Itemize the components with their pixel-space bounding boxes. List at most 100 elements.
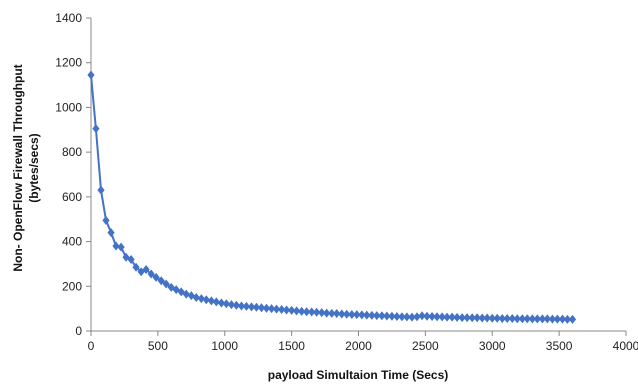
data-point-marker	[358, 310, 366, 320]
data-point-marker	[272, 304, 281, 314]
y-tick-label: 0	[75, 324, 82, 338]
data-point-marker	[303, 307, 311, 317]
data-point-marker	[353, 310, 361, 320]
data-point-marker	[418, 311, 426, 321]
data-point-marker	[428, 311, 436, 321]
data-point-marker	[202, 295, 210, 305]
data-point-marker	[448, 312, 456, 322]
data-point-marker	[292, 306, 301, 316]
y-tick-label: 800	[62, 145, 82, 159]
data-point-marker	[558, 314, 567, 324]
data-point-marker	[563, 314, 572, 324]
data-point-marker	[257, 303, 266, 313]
data-point-marker	[217, 298, 226, 308]
data-point-marker	[288, 305, 296, 315]
data-point-marker	[117, 242, 125, 252]
data-point-marker	[222, 299, 230, 309]
data-point-marker	[493, 313, 501, 323]
data-point-marker	[328, 308, 336, 318]
data-point-marker	[523, 314, 531, 324]
data-point-marker	[548, 314, 557, 324]
data-point-marker	[132, 262, 140, 272]
data-point-marker	[488, 313, 496, 323]
data-point-marker	[543, 314, 551, 324]
y-tick-label: 400	[62, 235, 82, 249]
x-tick-label: 2000	[345, 339, 372, 353]
data-point-marker	[227, 300, 236, 310]
x-tick-label: 1000	[211, 339, 238, 353]
data-point-marker	[433, 312, 441, 322]
y-tick-label: 200	[62, 279, 82, 293]
data-point-marker	[157, 276, 165, 286]
data-point-marker	[192, 292, 200, 302]
data-point-marker	[338, 309, 346, 319]
data-point-marker	[458, 313, 466, 323]
data-point-marker	[538, 314, 547, 324]
data-point-marker	[498, 313, 506, 323]
x-axis-title: payload Simultaion Time (Secs)	[268, 368, 449, 382]
x-tick-label: 4000	[613, 339, 638, 353]
data-point-marker	[262, 303, 271, 313]
data-point-marker	[403, 312, 411, 322]
data-point-marker	[423, 311, 431, 321]
data-point-marker	[413, 312, 421, 322]
data-point-marker	[518, 314, 526, 324]
x-tick-label: 3000	[479, 339, 506, 353]
x-tick-label: 3500	[546, 339, 573, 353]
x-tick-label: 500	[148, 339, 168, 353]
data-point-marker	[282, 305, 291, 315]
data-point-marker	[533, 314, 541, 324]
data-point-marker	[112, 241, 120, 251]
data-point-marker	[152, 272, 160, 282]
data-point-marker	[247, 302, 256, 312]
data-point-marker	[393, 311, 401, 321]
data-point-marker	[343, 309, 351, 319]
data-point-marker	[242, 301, 251, 311]
data-point-marker	[408, 312, 416, 322]
y-tick-label: 1400	[55, 11, 82, 25]
data-point-marker	[333, 309, 341, 319]
data-point-marker	[127, 254, 135, 264]
data-point-marker	[147, 269, 155, 279]
data-point-marker	[528, 314, 536, 324]
data-point-marker	[237, 301, 246, 311]
data-point-marker	[443, 312, 451, 322]
data-point-marker	[102, 215, 110, 225]
data-point-marker	[508, 313, 516, 323]
data-point-marker	[313, 307, 321, 317]
data-point-marker	[568, 314, 577, 324]
plot-area: 0 500 1000 1500 2000 2500 3000 3500 4000 0 200 400 6…	[55, 11, 638, 353]
y-axis-title-group: Non- OpenFlow Firewall Throughput (bytes…	[11, 64, 41, 271]
x-tick-label: 1500	[278, 339, 305, 353]
data-point-marker	[348, 309, 356, 319]
data-point-marker	[97, 185, 105, 195]
data-point-marker	[308, 307, 316, 317]
data-point-marker	[197, 294, 205, 304]
data-point-marker	[468, 313, 476, 323]
x-tick-label: 2500	[412, 339, 439, 353]
data-point-marker	[473, 313, 481, 323]
data-point-marker	[107, 228, 115, 238]
data-point-marker	[323, 308, 331, 318]
data-point-marker	[553, 314, 561, 324]
data-point-marker	[232, 300, 240, 310]
data-point-marker	[503, 313, 511, 323]
series-line	[90, 74, 573, 321]
y-axis-title-line1: Non- OpenFlow Firewall Throughput	[11, 64, 25, 271]
data-point-marker	[277, 305, 286, 315]
data-point-marker	[363, 310, 371, 320]
x-tick-label: 0	[88, 339, 95, 353]
data-point-marker	[483, 313, 491, 323]
data-point-marker	[398, 312, 406, 322]
data-point-marker	[378, 311, 386, 321]
data-point-marker	[87, 70, 95, 80]
data-point-marker	[298, 306, 306, 316]
y-tick-label: 1200	[55, 56, 82, 70]
data-point-marker	[388, 311, 396, 321]
data-point-marker	[182, 289, 190, 299]
data-point-marker	[438, 312, 446, 322]
y-axis-title-line2: (bytes/secs)	[27, 133, 41, 202]
data-point-marker	[207, 296, 215, 306]
data-point-marker	[267, 304, 276, 314]
data-point-marker	[463, 313, 471, 323]
